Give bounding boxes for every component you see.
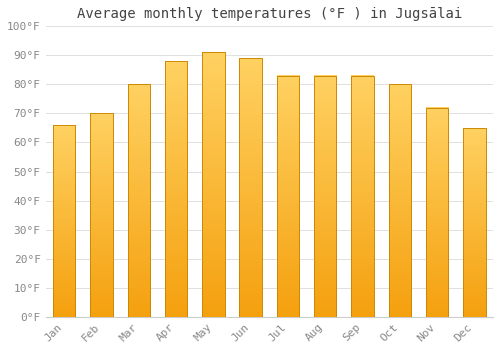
- Title: Average monthly temperatures (°F ) in Jugsālai: Average monthly temperatures (°F ) in Ju…: [76, 7, 462, 21]
